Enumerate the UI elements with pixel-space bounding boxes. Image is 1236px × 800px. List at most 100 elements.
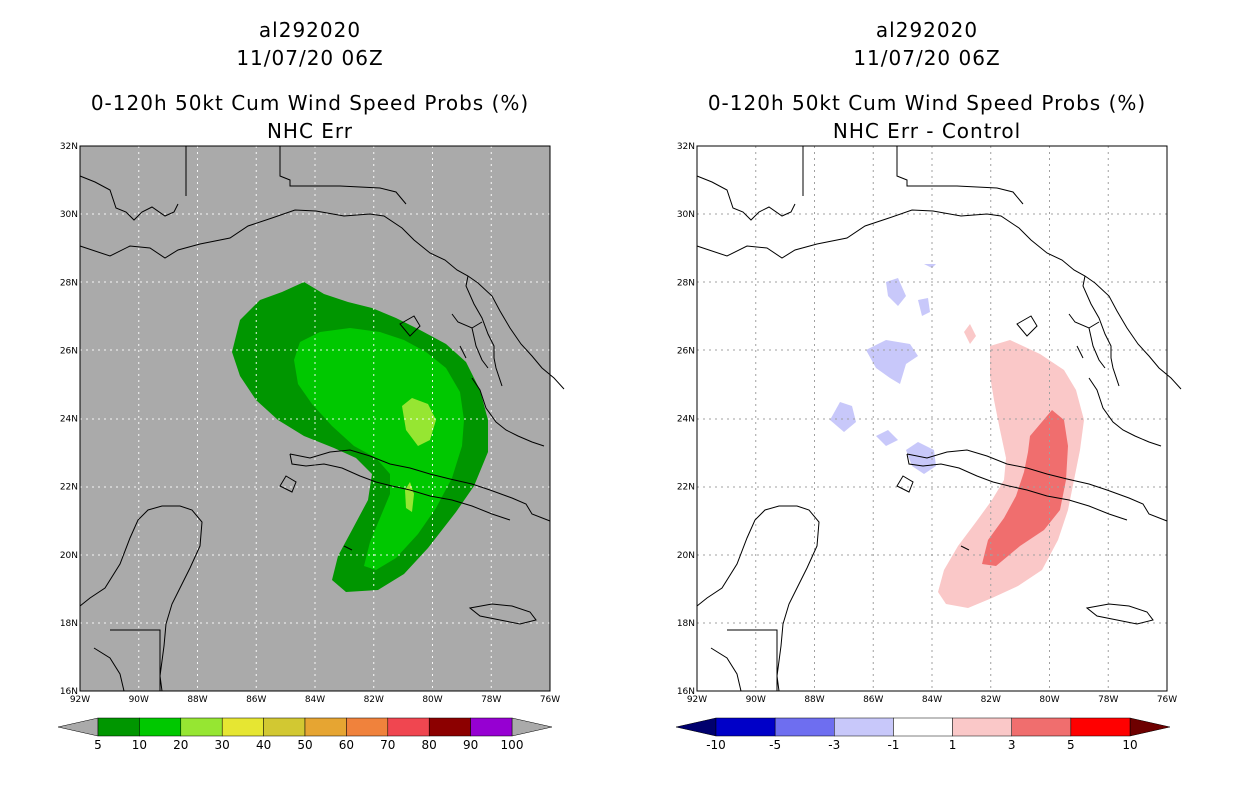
right-colorbar-swatch (715, 717, 776, 737)
right-colorbar: -10 -5 -3 -1 1 3 5 10 (675, 717, 1171, 752)
left-lon-labels: 92W 90W 88W 86W 84W 82W 80W 78W 76W (70, 695, 560, 705)
left-colorbar-label: 100 (501, 738, 524, 752)
right-diff-1-contour (938, 340, 1084, 608)
right-neg-1-g (924, 264, 936, 268)
left-lon-label: 88W (187, 695, 207, 705)
left-colorbar-swatch (387, 717, 430, 737)
right-neg-1-f (918, 298, 930, 316)
right-neg-1-e (886, 278, 906, 306)
left-colorbar: 5 10 20 30 40 50 60 70 80 90 100 (57, 717, 553, 752)
left-colorbar-swatch (263, 717, 306, 737)
right-neg-1-c (876, 430, 898, 446)
right-map-frame (696, 145, 1168, 692)
right-title-storm-id: al292020 (875, 18, 979, 42)
right-colorbar-label: 5 (1067, 738, 1075, 752)
left-prob-20-contour (402, 398, 436, 446)
right-colorbar-label: 1 (949, 738, 957, 752)
left-lon-label: 86W (246, 695, 266, 705)
right-lon-label: 82W (981, 695, 1001, 705)
right-lat-label: 24N (677, 415, 695, 425)
right-lat-label: 16N (677, 687, 695, 697)
left-lat-label: 28N (60, 278, 78, 288)
left-colorbar-label: 90 (463, 738, 478, 752)
right-lat-label: 18N (677, 619, 695, 629)
left-prob-10-contour (294, 328, 464, 570)
left-lat-label: 32N (60, 142, 78, 152)
right-title-datetime: 11/07/20 06Z (853, 46, 1001, 70)
left-colorbar-label: 5 (94, 738, 102, 752)
right-colorbar-swatch (1011, 717, 1072, 737)
right-title-experiment: NHC Err - Control (832, 119, 1022, 143)
left-lon-label: 90W (129, 695, 149, 705)
right-map-panel: 16N 18N 20N 22N 24N 26N 28N 30N 32N 92W 90W 88W 86W… (675, 142, 1182, 752)
left-colorbar-label: 20 (173, 738, 188, 752)
right-colorbar-label: -3 (828, 738, 840, 752)
right-lon-label: 78W (1098, 695, 1118, 705)
left-title-datetime: 11/07/20 06Z (236, 46, 384, 70)
left-lat-label: 22N (60, 483, 78, 493)
left-lat-label: 18N (60, 619, 78, 629)
right-colorbar-swatch (1070, 717, 1131, 737)
left-lon-label: 82W (364, 695, 384, 705)
left-colorbar-swatch (180, 717, 223, 737)
left-colorbar-label: 10 (132, 738, 147, 752)
right-neg-1-b (830, 402, 856, 432)
left-lat-label: 20N (60, 551, 78, 561)
right-colorbar-label: -10 (706, 738, 726, 752)
right-lon-label: 92W (687, 695, 707, 705)
right-colorbar-label: -5 (769, 738, 781, 752)
right-colorbar-left-arrow (675, 717, 717, 737)
left-colorbar-label: 30 (215, 738, 230, 752)
left-colorbar-label: 70 (380, 738, 395, 752)
right-title-product: 0-120h 50kt Cum Wind Speed Probs (%) (707, 91, 1147, 115)
left-title-product: 0-120h 50kt Cum Wind Speed Probs (%) (90, 91, 530, 115)
right-diff-1-small (964, 324, 976, 344)
right-colorbar-label: 3 (1008, 738, 1016, 752)
left-lon-label: 92W (70, 695, 90, 705)
right-diff-3-contour (982, 410, 1068, 566)
right-lon-label: 84W (922, 695, 942, 705)
right-lat-label: 32N (677, 142, 695, 152)
left-colorbar-label: 60 (339, 738, 354, 752)
right-grid (697, 146, 1167, 691)
right-lat-label: 22N (677, 483, 695, 493)
left-grid (80, 146, 550, 691)
left-colorbar-swatch (139, 717, 182, 737)
right-lon-labels: 92W 90W 88W 86W 84W 82W 80W 78W 76W (687, 695, 1177, 705)
left-lat-labels: 16N 18N 20N 22N 24N 26N 28N 30N 32N (60, 142, 78, 697)
right-neg-1-a (866, 340, 918, 384)
left-colorbar-right-arrow (511, 717, 553, 737)
right-lat-label: 20N (677, 551, 695, 561)
left-colorbar-swatch (470, 717, 513, 737)
left-colorbar-label: 80 (422, 738, 437, 752)
left-title-storm-id: al292020 (258, 18, 362, 42)
right-lon-label: 88W (804, 695, 824, 705)
right-colorbar-swatch (893, 717, 953, 737)
left-colorbar-left-arrow (57, 717, 99, 737)
right-colorbar-swatch (952, 717, 1012, 737)
left-colorbar-label: 40 (256, 738, 271, 752)
right-colorbar-right-arrow (1129, 717, 1171, 737)
left-lat-label: 24N (60, 415, 78, 425)
right-colorbar-label: 10 (1122, 738, 1137, 752)
left-colorbar-swatch (97, 717, 140, 737)
right-colorbar-label: -1 (887, 738, 899, 752)
left-lon-label: 80W (422, 695, 442, 705)
right-lat-label: 28N (677, 278, 695, 288)
left-colorbar-label: 50 (297, 738, 312, 752)
right-colorbar-swatch (834, 717, 894, 737)
left-lat-label: 30N (60, 210, 78, 220)
left-colorbar-swatch (346, 717, 389, 737)
left-map-frame (79, 145, 551, 692)
right-lon-label: 90W (746, 695, 766, 705)
left-colorbar-swatch (221, 717, 264, 737)
left-lat-label: 26N (60, 346, 78, 356)
right-lon-label: 76W (1157, 695, 1177, 705)
right-lon-label: 86W (863, 695, 883, 705)
left-lon-label: 78W (481, 695, 501, 705)
right-lon-label: 80W (1039, 695, 1059, 705)
left-lat-label: 16N (60, 687, 78, 697)
right-colorbar-swatch (774, 717, 835, 737)
right-lat-label: 30N (677, 210, 695, 220)
